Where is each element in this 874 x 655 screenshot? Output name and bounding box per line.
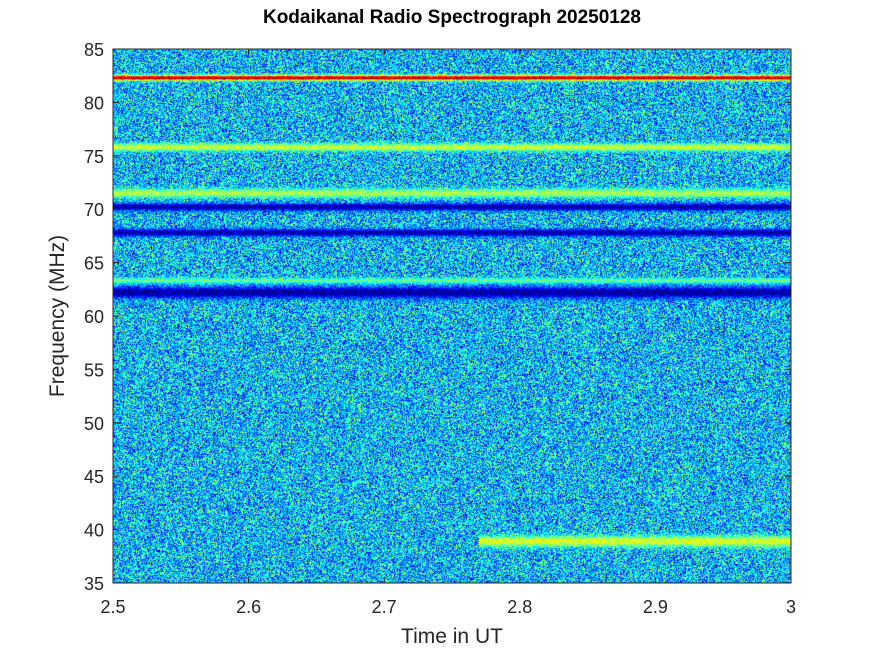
x-tick-label: 2.7 (372, 597, 397, 617)
y-tick-label: 65 (84, 254, 104, 274)
x-axis-label: Time in UT (401, 625, 503, 648)
y-axis-label: Frequency (MHz) (46, 235, 69, 397)
chart-title: Kodaikanal Radio Spectrograph 20250128 (263, 7, 641, 28)
y-tick-label: 85 (84, 40, 104, 60)
y-axis: 35 40 45 50 55 60 65 70 75 80 85 (84, 40, 791, 594)
y-tick-label: 35 (84, 574, 104, 594)
x-axis: 2.5 2.6 2.7 2.8 2.9 3 (100, 49, 796, 617)
y-tick-label: 80 (84, 93, 104, 113)
y-tick-label: 40 (84, 521, 104, 541)
spectrogram-heatmap (113, 49, 791, 583)
y-tick-label: 50 (84, 414, 104, 434)
x-tick-label: 2.6 (236, 597, 261, 617)
x-tick-label: 2.8 (507, 597, 532, 617)
x-tick-label: 2.5 (100, 597, 125, 617)
x-tick-label: 2.9 (643, 597, 668, 617)
y-tick-label: 75 (84, 147, 104, 167)
y-tick-label: 60 (84, 307, 104, 327)
x-tick-label: 3 (786, 597, 796, 617)
y-tick-label: 55 (84, 360, 104, 380)
plot-area (112, 48, 792, 584)
y-tick-label: 70 (84, 200, 104, 220)
y-tick-label: 45 (84, 467, 104, 487)
